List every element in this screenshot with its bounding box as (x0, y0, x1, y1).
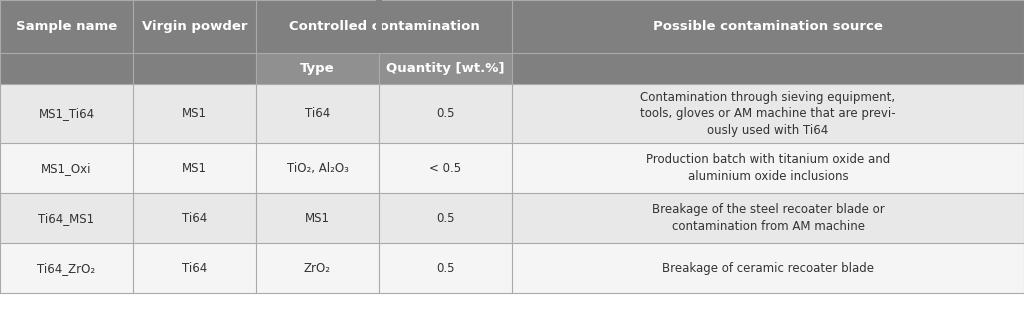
Text: MS1: MS1 (182, 107, 207, 120)
Bar (379, 143, 512, 193)
Bar (512, 143, 1024, 193)
Bar (0, 143, 133, 193)
Bar (512, 0, 1024, 53)
Text: Virgin powder: Virgin powder (141, 20, 248, 33)
Bar (512, 84, 1024, 143)
Bar (133, 243, 256, 293)
Bar (0, 0, 133, 53)
Bar (133, 53, 256, 84)
Text: Breakage of the steel recoater blade or
contamination from AM machine: Breakage of the steel recoater blade or … (651, 204, 885, 233)
Bar (256, 0, 512, 53)
Bar (256, 84, 379, 143)
Text: 0.5: 0.5 (436, 212, 455, 225)
Bar (512, 193, 1024, 243)
Text: Production batch with titanium oxide and
aluminium oxide inclusions: Production batch with titanium oxide and… (646, 154, 890, 183)
Text: MS1: MS1 (305, 212, 330, 225)
Bar (376, 0, 382, 53)
Text: Ti64_ZrO₂: Ti64_ZrO₂ (38, 261, 95, 275)
Bar (256, 143, 379, 193)
Bar (512, 243, 1024, 293)
Text: Quantity [wt.%]: Quantity [wt.%] (386, 62, 505, 75)
Text: Ti64_MS1: Ti64_MS1 (39, 212, 94, 225)
Text: Ti64: Ti64 (305, 107, 330, 120)
Text: 0.5: 0.5 (436, 107, 455, 120)
Text: Contamination through sieving equipment,
tools, gloves or AM machine that are pr: Contamination through sieving equipment,… (640, 90, 896, 137)
Text: < 0.5: < 0.5 (429, 162, 462, 175)
Bar (0, 84, 133, 143)
Text: MS1_Oxi: MS1_Oxi (41, 162, 92, 175)
Bar (379, 243, 512, 293)
Bar (133, 193, 256, 243)
Text: Possible contamination source: Possible contamination source (653, 20, 883, 33)
Bar (133, 0, 256, 53)
Text: TiO₂, Al₂O₃: TiO₂, Al₂O₃ (287, 162, 348, 175)
Text: Ti64: Ti64 (182, 261, 207, 275)
Bar (379, 193, 512, 243)
Text: Breakage of ceramic recoater blade: Breakage of ceramic recoater blade (662, 261, 874, 275)
Bar (512, 53, 1024, 84)
Bar (0, 53, 133, 84)
Text: Sample name: Sample name (16, 20, 117, 33)
Text: MS1_Ti64: MS1_Ti64 (39, 107, 94, 120)
Bar (133, 143, 256, 193)
Text: Type: Type (300, 62, 335, 75)
Text: MS1: MS1 (182, 162, 207, 175)
Bar (256, 53, 379, 84)
Bar (0, 193, 133, 243)
Bar (256, 243, 379, 293)
Bar (379, 84, 512, 143)
Bar (0, 243, 133, 293)
Bar (133, 84, 256, 143)
Text: ZrO₂: ZrO₂ (304, 261, 331, 275)
Text: Ti64: Ti64 (182, 212, 207, 225)
Text: Controlled contamination: Controlled contamination (289, 20, 479, 33)
Text: 0.5: 0.5 (436, 261, 455, 275)
Bar (379, 53, 512, 84)
Bar (256, 193, 379, 243)
